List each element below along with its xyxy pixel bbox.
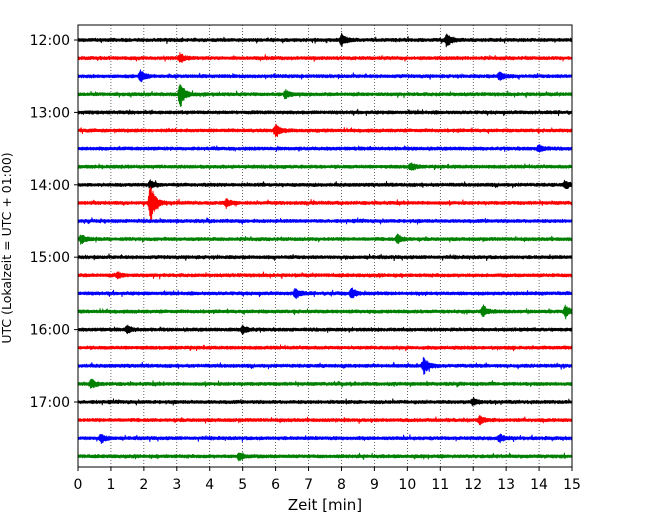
y-tick-label: 15:00 [30,250,70,266]
seismic-trace-1715 [77,414,573,426]
seismic-trace-1500 [77,253,573,262]
seismic-trace-1200 [77,32,573,48]
seismic-trace-1545 [77,304,573,320]
x-tick-label: 1 [106,477,115,493]
x-tick-label: 7 [304,477,313,493]
y-tick-label: 13:00 [30,105,70,121]
y-tick-label: 16:00 [30,323,70,339]
seismic-trace-1645 [77,378,573,389]
seismic-trace-1315 [77,123,573,138]
x-tick-label: 15 [563,477,581,493]
x-tick-label: 8 [337,477,346,493]
x-tick-label: 13 [497,477,515,493]
x-axis-ticks: 0 1 2 3 4 5 6 7 8 9 10 11 12 13 14 15 [74,467,581,493]
seismic-trace-1700 [77,396,573,407]
seismic-trace-1230 [77,69,573,83]
seismic-trace-1530 [77,287,573,300]
seismic-trace-1345 [77,162,573,171]
plot-frame [77,24,573,468]
seismic-trace-1430 [77,217,573,225]
seismic-traces [77,32,573,462]
y-tick-label: 14:00 [30,178,70,194]
seismic-trace-1400 [77,179,573,191]
x-tick-label: 4 [205,477,214,493]
seismic-trace-1745 [77,452,573,462]
x-tick-label: 11 [431,477,449,493]
x-tick-label: 0 [74,477,83,493]
x-axis-label: Zeit [min] [288,496,362,514]
x-tick-label: 3 [172,477,181,493]
y-tick-label: 17:00 [30,395,70,411]
seismic-trace-1615 [77,344,573,352]
y-tick-label: 12:00 [30,33,70,49]
seismic-trace-1630 [77,357,573,375]
x-tick-label: 12 [464,477,482,493]
x-tick-label: 6 [271,477,280,493]
seismic-trace-1330 [77,144,573,153]
y-axis-label: UTC (Lokalzeit = UTC + 01:00) [0,152,14,343]
seismic-trace-1245 [77,83,573,107]
x-tick-label: 2 [139,477,148,493]
seismic-trace-1515 [77,271,573,280]
seismic-trace-1215 [77,52,573,63]
x-tick-label: 9 [370,477,379,493]
seismic-trace-1730 [77,433,573,444]
x-tick-label: 5 [238,477,247,493]
seismic-trace-1415 [77,186,573,223]
seismic-trace-1600 [77,324,573,335]
y-axis-ticks: 12:00 13:00 14:00 15:00 16:00 17:00 [30,33,78,411]
seismic-trace-1300 [77,108,573,117]
x-tick-label: 14 [530,477,548,493]
x-tick-label: 10 [398,477,416,493]
seismic-trace-1445 [77,233,573,245]
